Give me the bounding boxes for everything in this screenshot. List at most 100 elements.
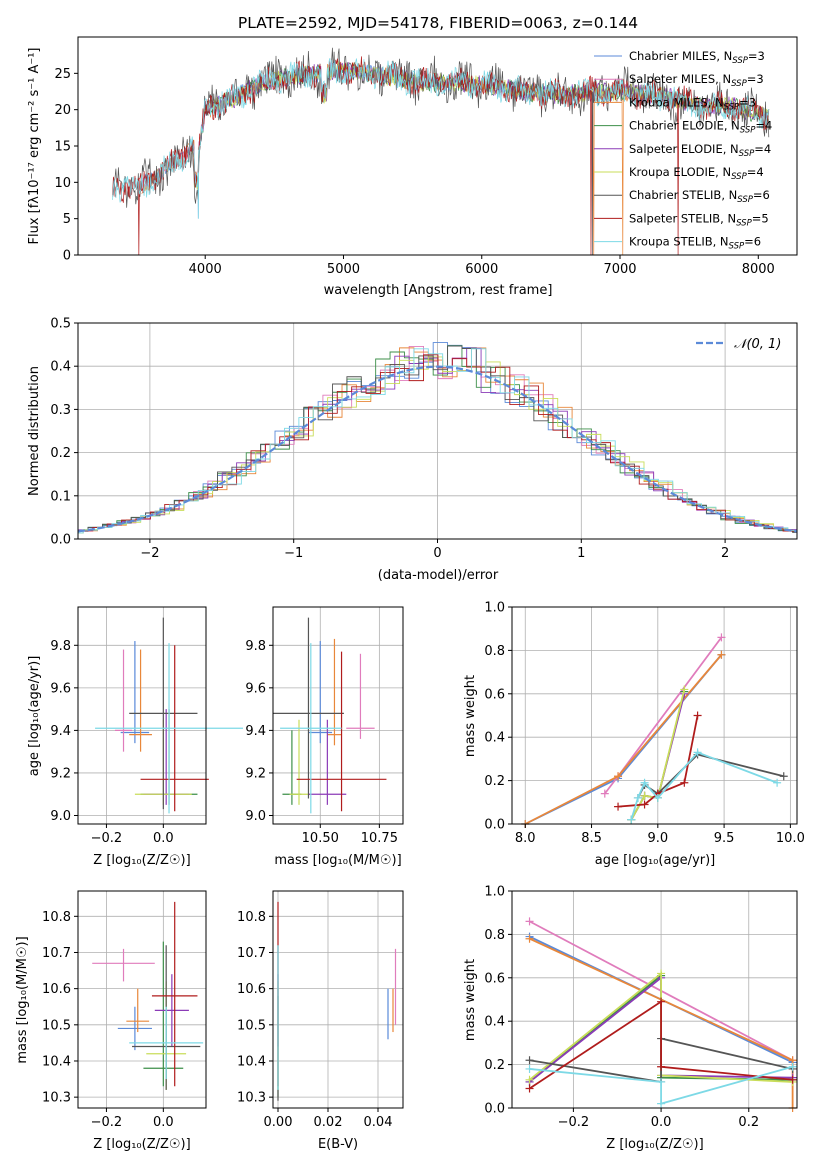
y-tick-label: 10.6 [42,982,71,997]
weight-marker [693,748,702,757]
errorbar-salpeter-miles [114,649,133,752]
y-tick-label: 9.6 [50,681,71,696]
panel-EBV-mass: 0.00 0.02 0.04 10.3 10.4 10.5 10.6 10.7 10.8 E(B-… [237,890,404,1152]
x-axis-label: wavelength [Angstrom, rest frame] [324,283,553,298]
histogram-salpeter-stelib [78,354,797,534]
x-axis-label: E(B-V) [318,1137,358,1152]
y-tick-label: 0.0 [50,533,71,548]
weight-line [630,689,686,821]
errorbar-chabrier-stelib [129,617,198,810]
y-tick-label: 9.4 [50,724,71,739]
x-axis-label: mass [log₁₀(M/M☉)] [274,853,401,868]
weight-series-salpeter-stelib [525,997,797,1093]
axes-frame [77,606,207,825]
weight-marker [525,934,534,943]
weight-marker [653,793,662,802]
errorbar-salpeter-elodie [308,719,347,805]
x-tick-label: 0.02 [314,1115,343,1130]
x-tick-label: 0.0 [153,831,174,846]
weight-series-kroupa-miles [521,650,726,828]
y-tick-label: 0.1 [50,489,71,504]
y-axis-label: age [log₁₀(age/yr)] [27,656,42,777]
axes-frame [272,890,404,1109]
axes-frame [511,606,798,825]
x-tick-label: 2 [721,546,729,561]
errorbar-kroupa-stelib [280,643,342,814]
y-tick-label: 9.0 [50,809,71,824]
weight-series-chabrier-miles [521,650,726,828]
y-tick-label: 10.7 [237,946,266,961]
errorbar-kroupa-miles [129,649,152,752]
x-tick-label: 0.0 [651,1115,672,1130]
y-tick-label: 10.8 [42,910,71,925]
errorbar-salpeter-miles [346,653,375,739]
x-tick-label: −0.2 [91,831,123,846]
y-tick-label: 9.8 [50,639,71,654]
x-tick-label: 1 [577,546,585,561]
y-tick-label: 0.3 [50,403,71,418]
y-tick-label: 9.0 [245,809,266,824]
x-tick-label: −1 [284,546,303,561]
y-tick-label: 10.6 [237,982,266,997]
x-axis-label: age [log₁₀(age/yr)] [595,853,716,868]
spectrum-line-kroupa-stelib [112,58,770,219]
legend-label-kroupa-miles: Kroupa MILES, NSSP=3 [629,95,756,112]
y-tick-label: 10.7 [42,946,71,961]
axes-frame [511,890,798,1109]
y-tick-label: 0.8 [484,644,505,659]
y-tick-label: 0.8 [484,928,505,943]
panel-spectrum: 4000 5000 6000 7000 8000 0 5 10 15 20 25 wavelength… [27,36,798,298]
y-tick-label: 0.2 [484,1058,505,1073]
errorbar-kroupa-elodie [289,719,309,805]
weight-line [529,999,793,1090]
weight-marker [657,1077,666,1086]
weight-marker [525,1075,534,1084]
weight-marker [779,772,788,781]
weight-series-kroupa-miles [525,934,797,1112]
y-axis-label: mass weight [463,675,478,757]
legend-label-chabrier-stelib: Chabrier STELIB, NSSP=6 [629,188,770,205]
x-tick-label: 4000 [189,262,222,277]
errorbar-kroupa-miles [327,638,342,746]
x-axis-label: Z [log₁₀(Z/Z☉)] [93,853,190,868]
y-tick-label: 10 [54,176,71,191]
x-tick-label: 10.50 [302,831,339,846]
errorbar-chabrier-miles [117,1006,152,1051]
weight-marker [614,802,623,811]
y-tick-label: 1.0 [484,601,505,616]
x-tick-label: 0.2 [738,1115,759,1130]
y-tick-label: 10.3 [42,1091,71,1106]
weight-marker [633,793,642,802]
legend-label-kroupa-stelib: Kroupa STELIB, NSSP=6 [629,235,761,252]
x-tick-label: 6000 [465,262,498,277]
y-tick-label: 0.0 [484,1102,505,1117]
y-tick-label: 9.6 [245,681,266,696]
y-axis-label: Flux [fλ10⁻¹⁷ erg cm⁻² s⁻¹ A⁻¹] [27,48,42,245]
x-axis-label: Z [log₁₀(Z/Z☉)] [606,1137,703,1152]
errorbar-salpeter-miles [92,948,155,982]
y-tick-label: 9.4 [245,724,266,739]
y-tick-label: 0.4 [484,1015,505,1030]
y-axis-label: Normed distribution [27,366,42,496]
x-tick-label: 10.75 [361,831,398,846]
errorbar-kroupa-stelib [129,1006,204,1080]
x-axis-label: Z [log₁₀(Z/Z☉)] [93,1137,190,1152]
legend-label-salpeter-elodie: Salpeter ELODIE, NSSP=4 [629,142,771,159]
weight-marker [788,1062,797,1071]
weight-marker [640,778,649,787]
y-tick-label: 0.4 [50,360,71,375]
x-tick-label: 0.04 [364,1115,393,1130]
y-tick-label: 0.4 [484,731,505,746]
weight-marker [525,1064,534,1073]
y-tick-label: 0.2 [50,446,71,461]
weight-marker [717,650,726,659]
y-tick-label: 25 [54,67,71,82]
y-tick-label: 9.2 [50,766,71,781]
histogram-kroupa-elodie [78,356,797,534]
weight-marker [600,789,609,798]
weight-marker [657,997,666,1006]
errorbar-salpeter-stelib [151,901,198,1087]
y-tick-label: 10.4 [237,1054,266,1069]
errorbar-chabrier-stelib [273,617,344,799]
